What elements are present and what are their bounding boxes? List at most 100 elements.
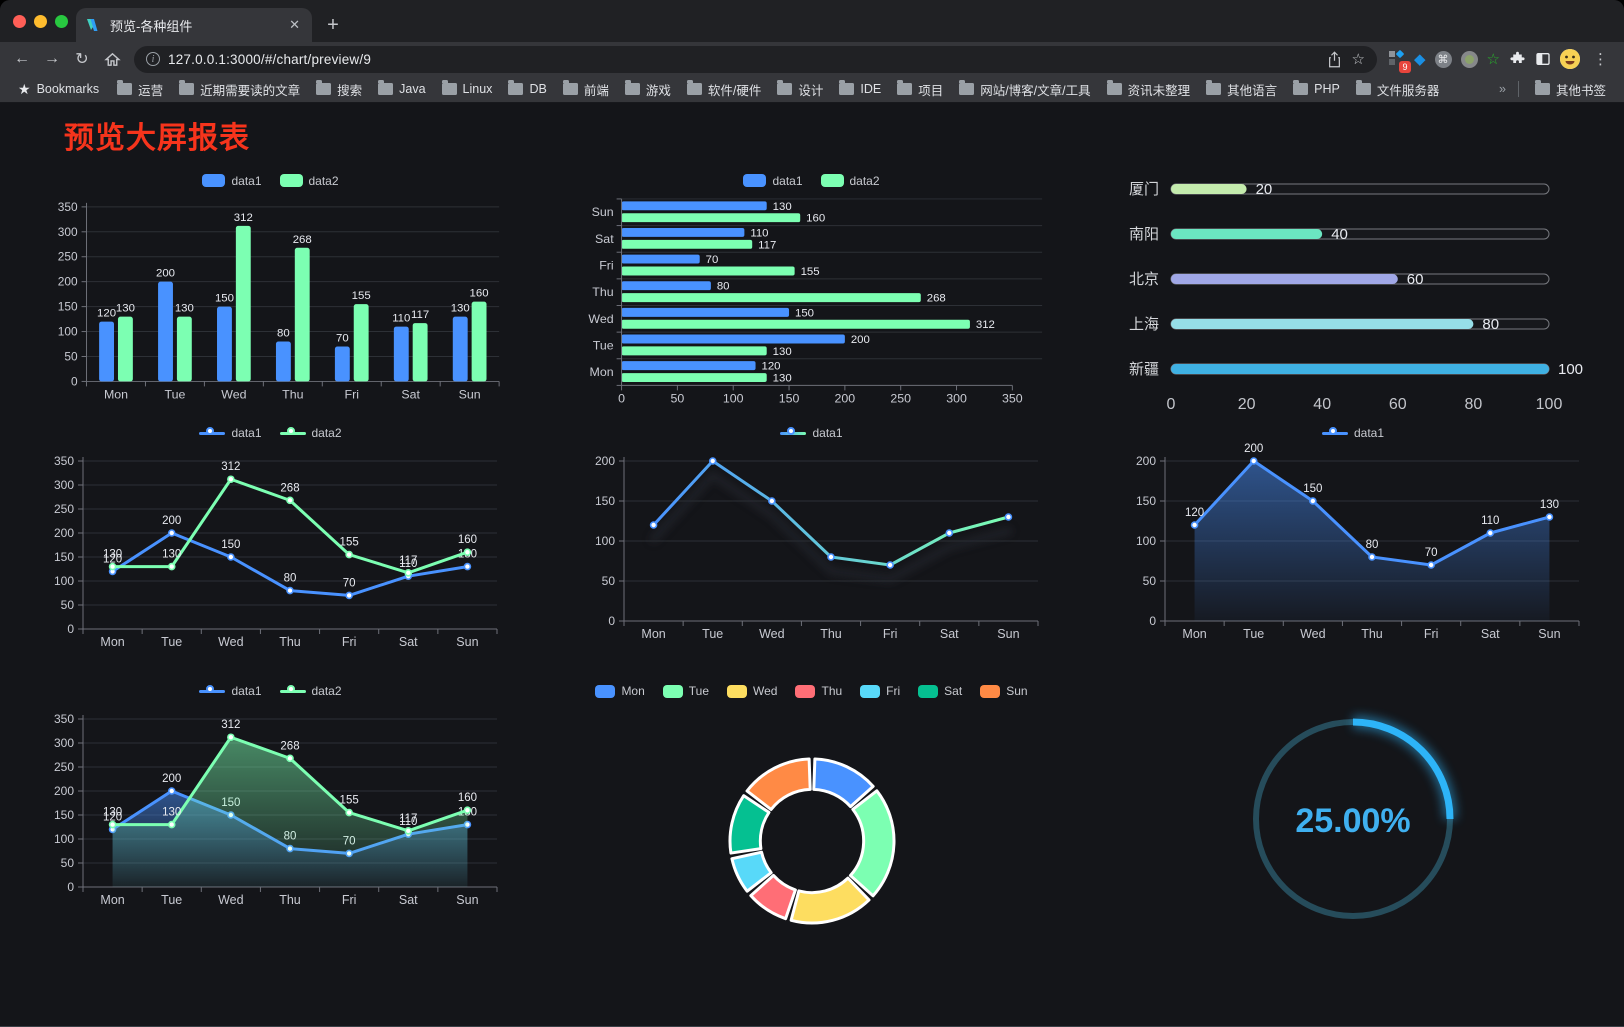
svg-text:0: 0	[67, 622, 74, 636]
extension-command-icon[interactable]: ⌘	[1434, 50, 1452, 68]
legend-swatch-icon	[279, 174, 303, 188]
bookmark-folder-item[interactable]: 其他语言	[1200, 78, 1283, 101]
chart-canvas: 厦门 20 南阳 40 北京 60 上海 80 新疆 100 0 20 40 60 80 100	[1129, 181, 1583, 413]
bookmarks-manager[interactable]: ★ Bookmarks	[12, 79, 105, 100]
new-tab-button[interactable]: +	[327, 13, 339, 36]
extension-diamond-icon[interactable]: ◆	[1414, 51, 1426, 68]
extensions-puzzle-icon[interactable]	[1509, 51, 1526, 68]
bookmark-folder-item[interactable]: 运营	[111, 78, 169, 101]
svg-text:新疆: 新疆	[1129, 361, 1159, 378]
legend-item[interactable]: data2	[820, 174, 880, 188]
bookmark-folder-item[interactable]: 搜索	[310, 78, 368, 101]
bookmark-star-icon[interactable]: ☆	[1351, 51, 1365, 68]
legend-item[interactable]: data1	[1321, 426, 1384, 440]
other-bookmarks[interactable]: 其他书签	[1529, 78, 1612, 101]
extension-dot-icon[interactable]	[1460, 50, 1478, 68]
svg-text:200: 200	[156, 268, 175, 280]
legend-item[interactable]: data1	[199, 426, 262, 440]
browser-menu-icon[interactable]: ⋮	[1593, 51, 1608, 68]
legend-swatch-icon	[860, 684, 881, 698]
chart-legend: data1	[780, 423, 843, 443]
bookmark-folder-item[interactable]: 软件/硬件	[681, 78, 767, 101]
legend-item[interactable]: data1	[199, 684, 262, 698]
svg-text:300: 300	[946, 391, 967, 405]
bookmark-folder-item[interactable]: 近期需要读的文章	[173, 78, 306, 101]
legend-item[interactable]: Tue	[662, 684, 709, 698]
svg-text:130: 130	[450, 302, 469, 314]
bookmark-folder-item[interactable]: Java	[372, 80, 431, 98]
bookmark-folder-item[interactable]: 前端	[557, 78, 615, 101]
legend-item[interactable]: Mon	[595, 684, 645, 698]
svg-text:Fri: Fri	[341, 893, 356, 907]
svg-text:Sun: Sun	[997, 627, 1019, 641]
svg-text:268: 268	[292, 234, 311, 246]
browser-tab[interactable]: 预览-各种组件 ✕	[76, 8, 312, 42]
share-icon[interactable]	[1327, 50, 1342, 68]
bookmark-folder-item[interactable]: 资讯未整理	[1101, 78, 1197, 101]
svg-text:40: 40	[1331, 226, 1348, 243]
extension-star-icon[interactable]: ☆	[1486, 51, 1500, 68]
svg-text:100: 100	[1536, 396, 1563, 413]
legend-item[interactable]: data1	[780, 426, 843, 440]
bookmarks-overflow-icon[interactable]: »	[1499, 82, 1506, 96]
chart-panel-donut: Mon Tue Wed Thu Fri Sat Sun	[541, 673, 1082, 973]
back-icon[interactable]: ←	[14, 50, 30, 67]
folder-icon	[777, 80, 793, 95]
legend-item[interactable]: data2	[279, 426, 342, 440]
extension-grid-icon[interactable]: 9	[1389, 49, 1411, 73]
bookmark-folder-item[interactable]: 文件服务器	[1350, 78, 1446, 101]
bookmark-folder-item[interactable]: PHP	[1287, 80, 1346, 98]
tab-strip: 预览-各种组件 ✕ +	[0, 0, 1624, 42]
folder-icon	[897, 80, 913, 95]
legend-item[interactable]: data1	[202, 174, 262, 188]
svg-text:150: 150	[57, 299, 77, 313]
legend-swatch-icon	[795, 684, 816, 698]
svg-text:110: 110	[392, 312, 410, 324]
legend-item[interactable]: Sat	[918, 684, 962, 698]
legend-item[interactable]: data1	[743, 174, 803, 188]
folder-icon	[1293, 80, 1309, 95]
tab-close-icon[interactable]: ✕	[289, 17, 300, 32]
site-info-icon[interactable]: i	[146, 52, 160, 66]
legend-item[interactable]: Wed	[727, 684, 777, 698]
legend-swatch-icon	[727, 684, 748, 698]
svg-text:80: 80	[716, 281, 729, 293]
home-icon[interactable]	[98, 45, 126, 73]
legend-item[interactable]: data2	[279, 684, 342, 698]
legend-item[interactable]: Sun	[980, 684, 1028, 698]
bookmark-folder-item[interactable]: 设计	[771, 78, 829, 101]
bookmark-folder-item[interactable]: DB	[502, 80, 552, 98]
close-window-button[interactable]	[13, 15, 26, 28]
svg-text:40: 40	[1313, 396, 1331, 413]
forward-icon[interactable]: →	[44, 50, 60, 67]
url-text[interactable]: 127.0.0.1:3000/#/chart/preview/9	[168, 51, 372, 67]
side-panel-icon[interactable]	[1535, 51, 1551, 67]
legend-item[interactable]: Thu	[795, 684, 842, 698]
address-bar[interactable]: i 127.0.0.1:3000/#/chart/preview/9 ☆	[134, 45, 1377, 73]
svg-text:350: 350	[53, 454, 73, 468]
legend-swatch-icon	[743, 174, 767, 188]
svg-text:0: 0	[67, 880, 74, 894]
profile-avatar[interactable]	[1560, 49, 1580, 69]
svg-text:130: 130	[772, 346, 791, 358]
svg-text:70: 70	[705, 254, 718, 266]
svg-text:150: 150	[1303, 483, 1322, 495]
svg-text:Tue: Tue	[161, 635, 182, 649]
bookmark-folder-item[interactable]: IDE	[833, 80, 887, 98]
bookmark-folder-item[interactable]: 网站/博客/文章/工具	[953, 78, 1096, 101]
svg-text:Fri: Fri	[1424, 627, 1439, 641]
minimize-window-button[interactable]	[34, 15, 47, 28]
svg-text:312: 312	[233, 212, 252, 224]
svg-text:Wed: Wed	[759, 627, 785, 641]
bookmark-folder-item[interactable]: 项目	[891, 78, 949, 101]
svg-text:350: 350	[1002, 391, 1023, 405]
zoom-window-button[interactable]	[55, 15, 68, 28]
legend-item[interactable]: data2	[279, 174, 339, 188]
reload-icon[interactable]: ↻	[75, 51, 89, 68]
svg-text:80: 80	[1465, 396, 1483, 413]
chart-legend: data1 data2	[202, 171, 339, 191]
bookmark-folder-item[interactable]: Linux	[436, 80, 499, 98]
bookmark-folder-item[interactable]: 游戏	[619, 78, 677, 101]
svg-text:50: 50	[64, 349, 78, 363]
legend-item[interactable]: Fri	[860, 684, 900, 698]
